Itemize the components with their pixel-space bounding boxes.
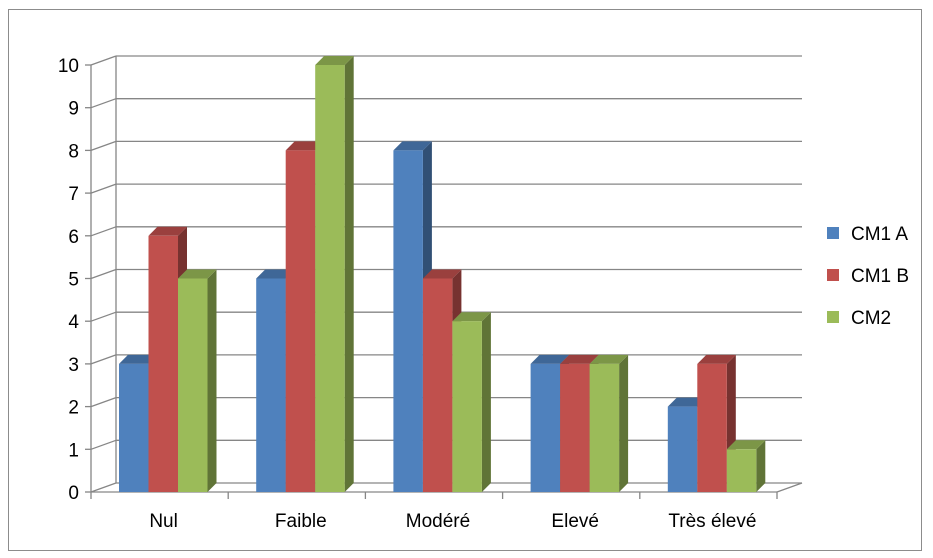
y-tick-label: 3 — [68, 355, 79, 376]
y-tick-label: 6 — [68, 227, 79, 248]
y-tick-label: 9 — [68, 99, 79, 120]
gridline-depth — [90, 183, 117, 194]
chart-svg: 0 1 2 3 4 5 6 7 8 9 10 Nul Faible Modéré Elevé Très éle… — [58, 55, 909, 532]
y-tick-label: 7 — [68, 184, 79, 205]
bar — [393, 150, 423, 492]
gridline-depth — [90, 311, 117, 322]
x-tick-label: Elevé — [551, 511, 599, 532]
bar — [422, 278, 453, 492]
y-tick-label: 1 — [68, 440, 79, 461]
bar-side — [619, 354, 629, 492]
bar-side — [756, 440, 766, 492]
y-tick-label: 10 — [58, 56, 79, 77]
bar-top — [256, 269, 295, 279]
bar-side — [207, 269, 217, 492]
bar — [726, 449, 757, 492]
bar-top — [178, 269, 217, 279]
bar-top — [667, 397, 707, 407]
bar-top — [530, 354, 570, 364]
bar — [285, 150, 316, 492]
gridline-depth — [90, 396, 117, 408]
gridline-depth — [90, 439, 117, 450]
bar — [119, 363, 149, 492]
bars-layer — [119, 56, 766, 493]
legend-swatch — [827, 311, 839, 323]
x-tick-label: Modéré — [406, 511, 470, 532]
bar-top — [148, 226, 187, 236]
legend-label: CM1 A — [851, 224, 908, 245]
labels-layer: 0 1 2 3 4 5 6 7 8 9 10 Nul Faible Modéré Elevé Très éle… — [58, 56, 757, 532]
bar-top — [393, 141, 432, 151]
bar-top — [726, 440, 766, 450]
legend-label: CM2 — [851, 308, 891, 329]
legend-swatch — [827, 269, 839, 281]
gridline-depth — [90, 55, 117, 66]
bar-top — [452, 312, 491, 322]
bar-side — [481, 312, 491, 492]
chart-frame: 0 1 2 3 4 5 6 7 8 9 10 Nul Faible Modéré Elevé Très éle… — [8, 9, 922, 551]
gridline-depth — [90, 482, 117, 493]
gridline-depth — [90, 354, 117, 365]
x-axis-right-edge — [776, 482, 803, 493]
y-tick-label: 4 — [68, 312, 79, 333]
y-tick-label: 2 — [68, 398, 79, 419]
bar-top — [697, 354, 736, 364]
bar — [256, 278, 286, 492]
bar-top — [589, 354, 629, 364]
bar-top — [315, 56, 354, 65]
gridline-depth — [90, 268, 117, 280]
legend-swatch — [827, 227, 839, 239]
bar — [530, 363, 561, 492]
y-tick-label: 0 — [68, 483, 79, 504]
bar — [697, 363, 727, 492]
x-tick-label: Très élevé — [668, 511, 756, 532]
bar — [178, 278, 208, 492]
x-tick-label: Faible — [275, 511, 327, 532]
y-tick-label: 8 — [68, 141, 79, 162]
gridline-depth — [90, 226, 117, 237]
bar — [589, 363, 620, 492]
y-tick-label: 5 — [68, 270, 79, 291]
gridline-depth — [90, 140, 117, 152]
bar — [148, 235, 178, 493]
bar-side — [344, 56, 354, 492]
legend-label: CM1 B — [851, 266, 909, 287]
bar-top — [422, 269, 462, 279]
gridline-depth — [90, 98, 117, 109]
bar — [560, 363, 590, 492]
bar-top — [119, 354, 158, 364]
bar-top — [285, 141, 325, 151]
bar — [315, 65, 345, 492]
bar — [667, 406, 698, 492]
bar-top — [560, 354, 599, 364]
x-tick-label: Nul — [149, 511, 178, 532]
bar — [452, 321, 482, 492]
legend-layer: CM1 A CM1 B CM2 — [827, 224, 909, 329]
